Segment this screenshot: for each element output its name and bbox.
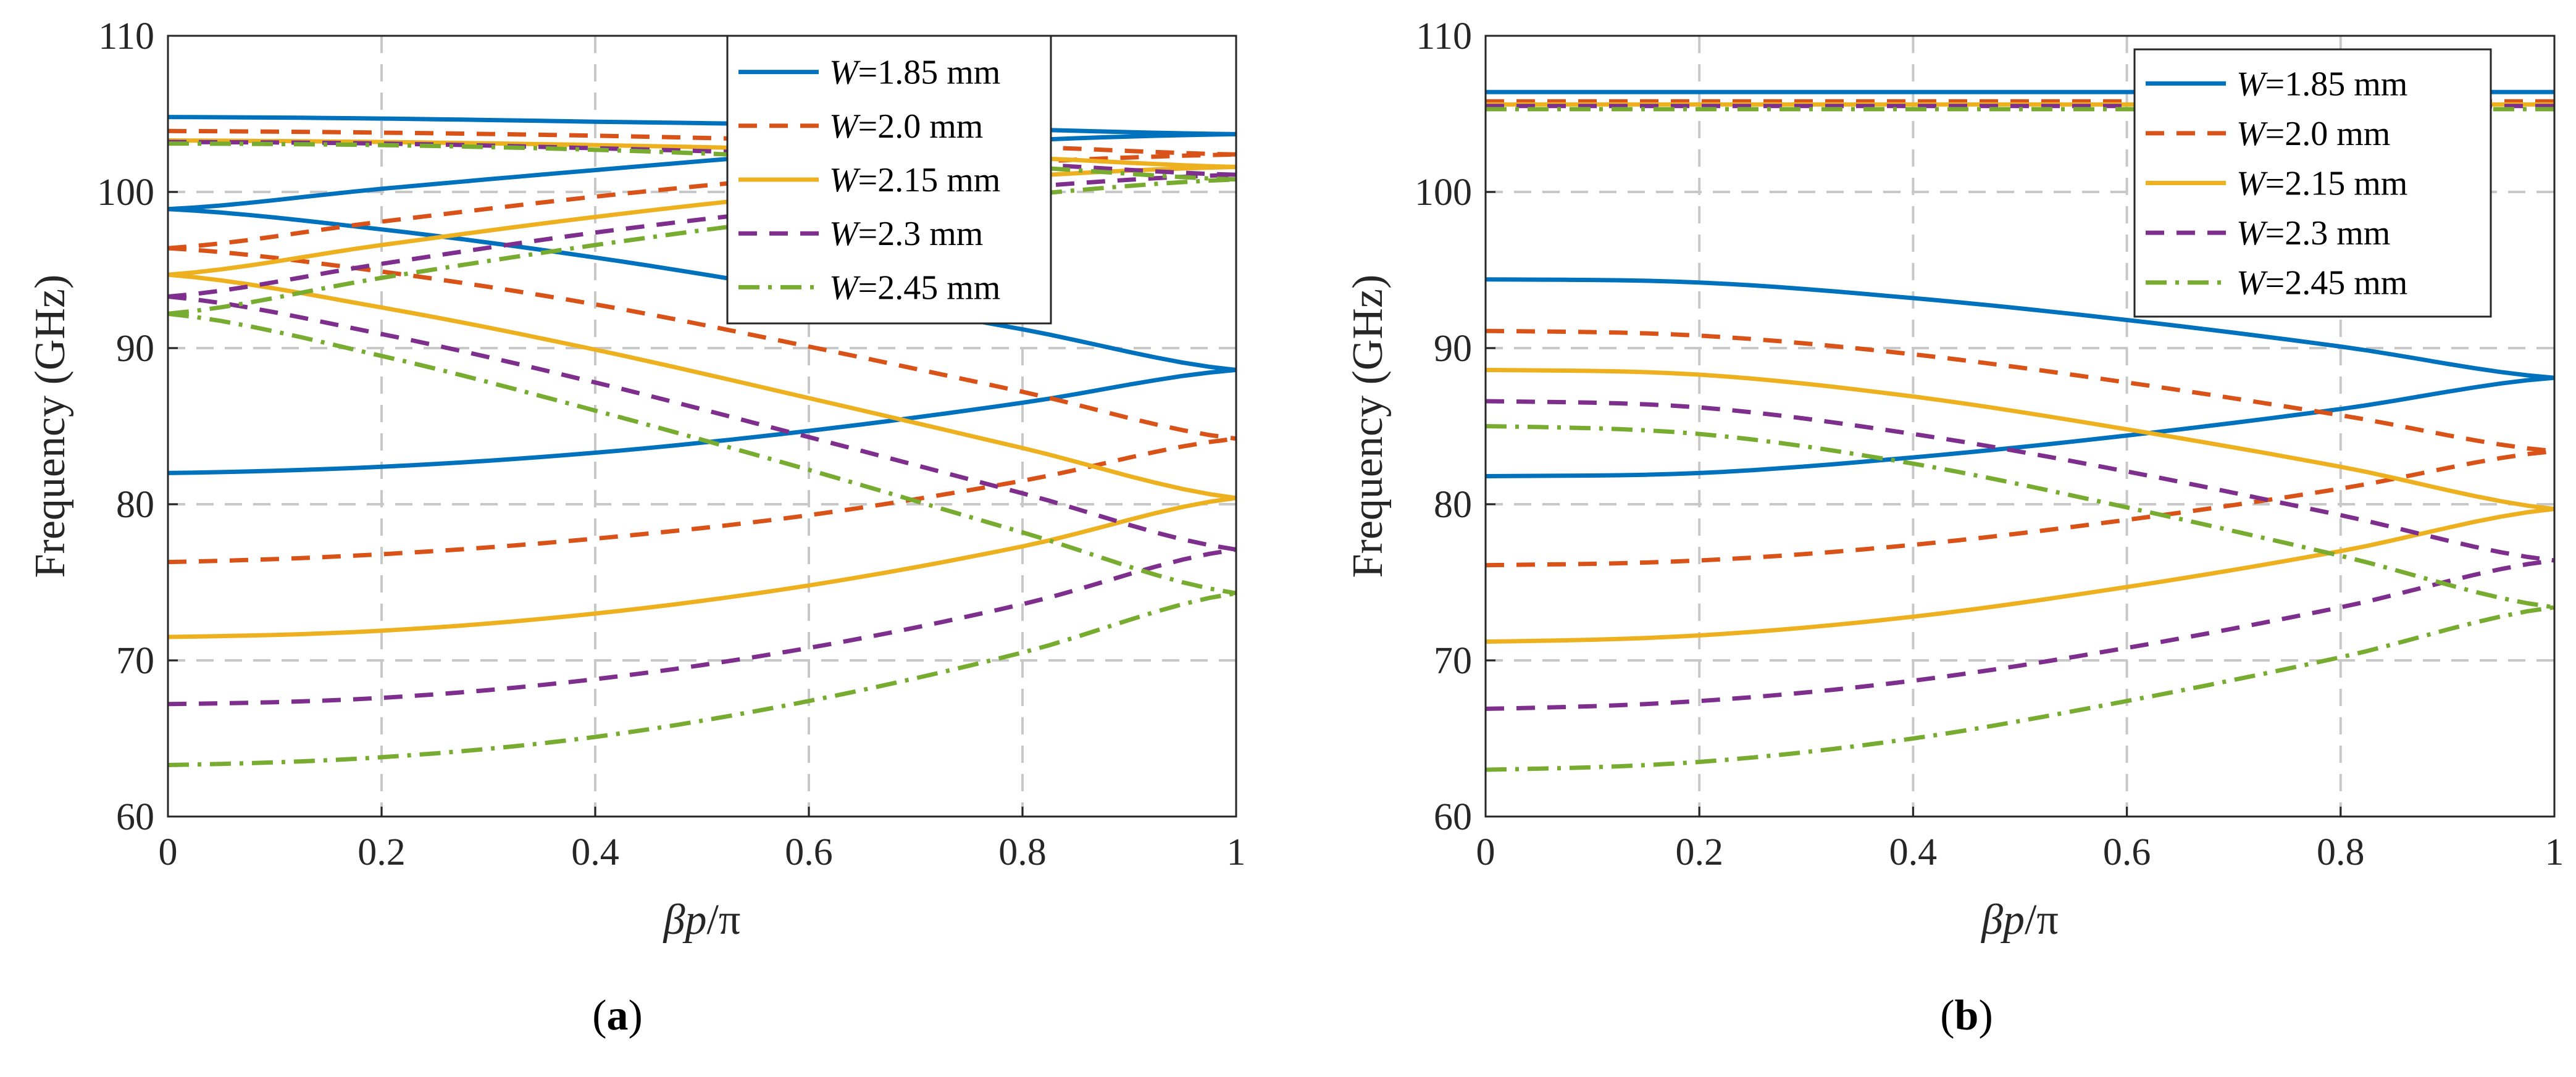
x-tick-label: 0 bbox=[1476, 831, 1495, 873]
chart-panel-b: 0 0.2 0.4 0.6 0.8 1 60 70 80 90 100 110 Frequency (G… bbox=[1344, 15, 2564, 1039]
legend-label: W=1.85 mm bbox=[2236, 65, 2407, 103]
x-tick-label: 0.2 bbox=[1675, 831, 1723, 873]
series-line-purple-10 bbox=[1486, 399, 2554, 563]
axes-frame bbox=[1484, 35, 2556, 818]
x-tick-label: 0.6 bbox=[2103, 831, 2151, 873]
x-tick-label: 0.8 bbox=[998, 831, 1047, 873]
chart-panel-a: 0 0.2 0.4 0.6 0.8 1 60 70 80 90 100 110 Frequency (G… bbox=[27, 15, 1246, 1039]
series-line-blue-1 bbox=[168, 207, 1236, 372]
legend-label: W=2.0 mm bbox=[2236, 115, 2390, 153]
series-line-green-12 bbox=[1486, 605, 2554, 772]
y-tick-label: 100 bbox=[97, 172, 154, 214]
y-tick-label: 70 bbox=[1434, 640, 1472, 682]
series-line-orange-6 bbox=[168, 152, 1236, 251]
y-tick-label: 90 bbox=[1434, 328, 1472, 370]
y-tick-label: 80 bbox=[1434, 484, 1472, 526]
x-tick-label: 0.8 bbox=[2317, 831, 2365, 873]
x-tick-label: 1 bbox=[2545, 831, 2564, 873]
series-line-orange-4 bbox=[168, 436, 1236, 565]
series-line-blue-0 bbox=[168, 367, 1236, 475]
y-axis-label: Frequency (GHz) bbox=[1344, 275, 1392, 578]
series-line-orange-3 bbox=[1486, 449, 2554, 568]
series-line-blue-3 bbox=[168, 115, 1236, 136]
axes-frame bbox=[167, 35, 1237, 818]
panel-label: (b) bbox=[1940, 992, 1993, 1039]
x-axis-label: βp/π bbox=[663, 896, 741, 944]
series-line-green-16 bbox=[168, 591, 1236, 767]
series-line-blue-0 bbox=[1486, 375, 2554, 478]
panel-label: (a) bbox=[592, 992, 643, 1039]
series-line-green-18 bbox=[168, 177, 1236, 316]
legend-label: W=2.0 mm bbox=[829, 107, 983, 146]
x-axis-label: βp/π bbox=[1980, 896, 2059, 944]
x-tick-label: 0.2 bbox=[358, 831, 406, 873]
x-tick-label: 0.4 bbox=[571, 831, 619, 873]
series-group bbox=[1486, 89, 2554, 772]
legend: W=1.85 mm W=2.0 mm W=2.15 mm W=2.3 mm W=2.45… bbox=[2133, 48, 2492, 318]
series-line-yellow-10 bbox=[168, 165, 1236, 277]
y-tick-label: 110 bbox=[1416, 15, 1472, 57]
series-line-green-17 bbox=[168, 311, 1236, 596]
series-line-purple-14 bbox=[168, 172, 1236, 299]
series-line-yellow-8 bbox=[168, 496, 1236, 639]
series-line-yellow-7 bbox=[1486, 367, 2554, 512]
series-line-green-13 bbox=[1486, 424, 2554, 610]
series-line-orange-5 bbox=[168, 246, 1236, 441]
x-tick-label: 0.6 bbox=[785, 831, 833, 873]
legend-label: W=2.15 mm bbox=[2236, 165, 2407, 203]
series-line-yellow-9 bbox=[168, 272, 1236, 501]
y-tick-label: 60 bbox=[116, 796, 154, 838]
series-group bbox=[168, 115, 1236, 767]
series-line-orange-7 bbox=[168, 128, 1236, 157]
series-line-purple-13 bbox=[168, 294, 1236, 552]
legend: W=1.85 mm W=2.0 mm W=2.15 mm W=2.3 mm W=2.45… bbox=[726, 35, 1052, 325]
y-tick-label: 70 bbox=[116, 640, 154, 682]
series-line-green-19 bbox=[168, 141, 1236, 182]
series-line-yellow-6 bbox=[1486, 507, 2554, 644]
x-tick-label: 0.4 bbox=[1889, 831, 1938, 873]
y-tick-label: 110 bbox=[98, 15, 154, 57]
legend-label: W=2.45 mm bbox=[2236, 264, 2407, 302]
series-line-purple-9 bbox=[1486, 558, 2554, 711]
y-tick-label: 100 bbox=[1415, 172, 1472, 214]
y-tick-label: 80 bbox=[116, 484, 154, 526]
series-line-blue-2 bbox=[168, 131, 1236, 212]
x-tick-label: 1 bbox=[1227, 831, 1246, 873]
series-line-orange-4 bbox=[1486, 328, 2554, 454]
legend-label: W=2.3 mm bbox=[2236, 214, 2390, 252]
series-line-blue-1 bbox=[1486, 277, 2554, 380]
legend-label: W=1.85 mm bbox=[829, 54, 1000, 92]
x-tick-label: 0 bbox=[159, 831, 178, 873]
legend-label: W=2.15 mm bbox=[829, 161, 1000, 199]
y-tick-label: 60 bbox=[1434, 796, 1472, 838]
series-line-yellow-11 bbox=[168, 138, 1236, 169]
series-line-purple-15 bbox=[168, 139, 1236, 177]
series-line-purple-12 bbox=[168, 547, 1236, 707]
legend-label: W=2.45 mm bbox=[829, 268, 1000, 307]
y-axis-label: Frequency (GHz) bbox=[27, 275, 74, 578]
legend-label: W=2.3 mm bbox=[829, 215, 983, 253]
y-tick-label: 90 bbox=[116, 328, 154, 370]
